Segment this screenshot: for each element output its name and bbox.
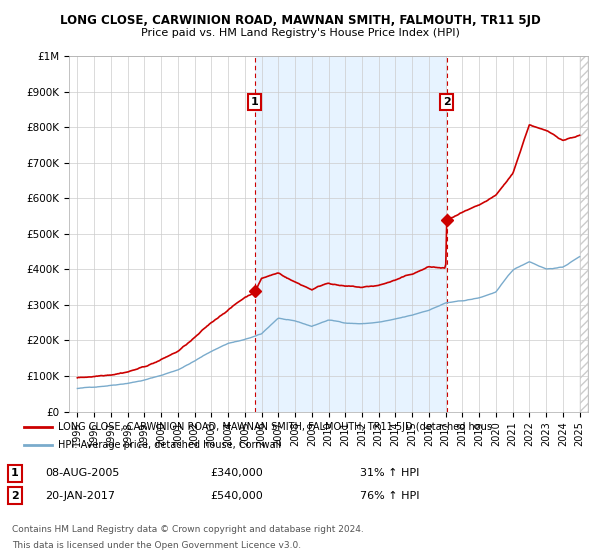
Text: LONG CLOSE, CARWINION ROAD, MAWNAN SMITH, FALMOUTH, TR11 5JD (detached hous: LONG CLOSE, CARWINION ROAD, MAWNAN SMITH… bbox=[58, 422, 492, 432]
Text: 1: 1 bbox=[251, 97, 259, 107]
Text: 08-AUG-2005: 08-AUG-2005 bbox=[45, 468, 119, 478]
Text: 2: 2 bbox=[443, 97, 451, 107]
Bar bbox=[255, 56, 446, 412]
Text: 1: 1 bbox=[11, 468, 19, 478]
Text: 2: 2 bbox=[11, 491, 19, 501]
Text: HPI: Average price, detached house, Cornwall: HPI: Average price, detached house, Corn… bbox=[58, 440, 281, 450]
Bar bbox=[580, 56, 588, 412]
Text: £540,000: £540,000 bbox=[210, 491, 263, 501]
Text: 76% ↑ HPI: 76% ↑ HPI bbox=[360, 491, 419, 501]
Text: LONG CLOSE, CARWINION ROAD, MAWNAN SMITH, FALMOUTH, TR11 5JD: LONG CLOSE, CARWINION ROAD, MAWNAN SMITH… bbox=[59, 14, 541, 27]
Text: 31% ↑ HPI: 31% ↑ HPI bbox=[360, 468, 419, 478]
Text: Price paid vs. HM Land Registry's House Price Index (HPI): Price paid vs. HM Land Registry's House … bbox=[140, 28, 460, 38]
Text: Contains HM Land Registry data © Crown copyright and database right 2024.: Contains HM Land Registry data © Crown c… bbox=[12, 525, 364, 534]
Text: This data is licensed under the Open Government Licence v3.0.: This data is licensed under the Open Gov… bbox=[12, 542, 301, 550]
Text: £340,000: £340,000 bbox=[210, 468, 263, 478]
Text: 20-JAN-2017: 20-JAN-2017 bbox=[45, 491, 115, 501]
